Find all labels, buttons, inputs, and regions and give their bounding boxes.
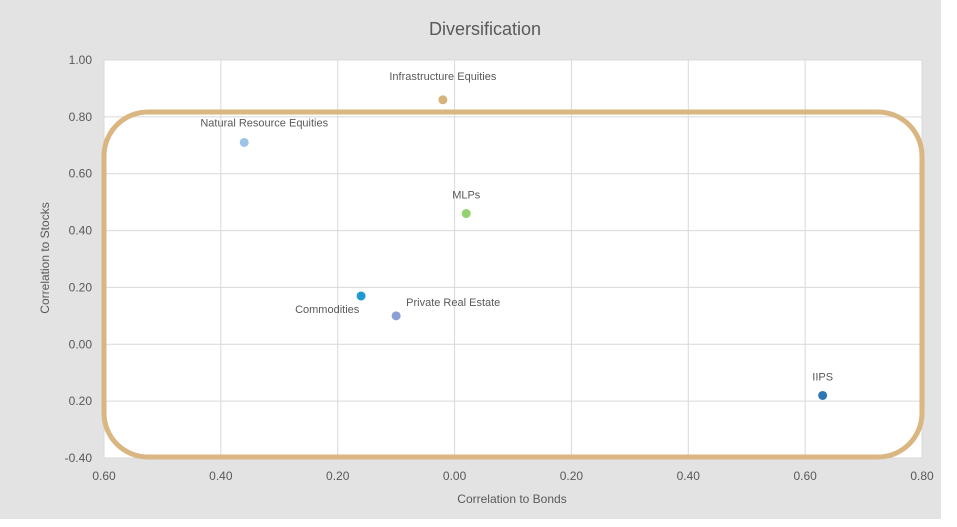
y-tick-label: -0.40 <box>65 451 93 465</box>
chart-frame: Diversification 0.60 0.40 0.20 0.00 0.20 0.40… <box>0 0 941 519</box>
x-tick-label: 0.40 <box>209 469 233 483</box>
x-tick-label: 0.20 <box>326 469 350 483</box>
y-axis-label: Correlation to Stocks <box>38 202 52 313</box>
data-label: Commodities <box>295 304 360 316</box>
data-point <box>356 291 366 301</box>
data-label: IIPS <box>812 371 833 383</box>
plot-area <box>104 60 922 458</box>
x-axis-label: Correlation to Bonds <box>457 492 566 506</box>
scatter-chart: Diversification 0.60 0.40 0.20 0.00 0.20 0.40… <box>38 19 934 506</box>
data-label: MLPs <box>452 190 481 202</box>
gridlines <box>103 59 923 459</box>
x-tick-label: 0.40 <box>677 469 701 483</box>
data-point <box>391 311 401 321</box>
x-tick-label: 0.00 <box>443 469 467 483</box>
y-tick-label: 0.80 <box>69 110 93 124</box>
y-tick-label: 0.20 <box>69 394 93 408</box>
data-label: Private Real Estate <box>406 297 500 309</box>
data-label: Infrastructure Equities <box>389 71 496 83</box>
data-label: Natural Resource Equities <box>200 117 328 129</box>
y-tick-label: 0.60 <box>69 167 93 181</box>
highlight-box <box>101 109 925 460</box>
y-tick-label: 0.00 <box>69 337 93 351</box>
x-tick-label: 0.60 <box>793 469 817 483</box>
tick-labels: 0.60 0.40 0.20 0.00 0.20 0.40 0.60 0.80 1.00 0.80… <box>65 53 934 483</box>
data-point <box>461 209 471 219</box>
chart-title: Diversification <box>429 19 541 39</box>
x-tick-label: 0.80 <box>910 469 934 483</box>
y-tick-label: 0.40 <box>69 224 93 238</box>
data-point <box>818 390 828 400</box>
x-tick-label: 0.20 <box>560 469 584 483</box>
data-point <box>239 137 249 147</box>
data-point <box>438 95 448 105</box>
y-tick-label: 1.00 <box>69 53 93 67</box>
y-tick-label: 0.20 <box>69 280 93 294</box>
x-tick-label: 0.60 <box>92 469 116 483</box>
data-points: Infrastructure Equities Natural Resource … <box>200 71 833 400</box>
